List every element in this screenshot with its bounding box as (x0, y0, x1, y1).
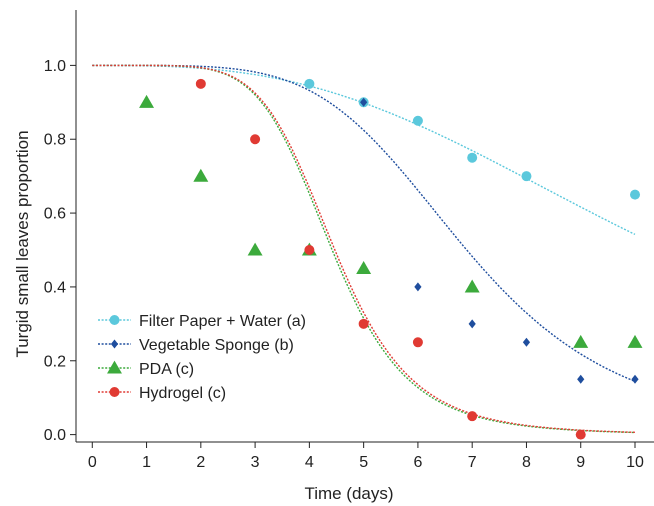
data-point-s0 (412, 115, 423, 126)
legend-label-3: Hydrogel (c) (139, 385, 226, 402)
data-point-s2 (193, 168, 209, 182)
data-point-s3 (412, 337, 423, 348)
data-point-s2 (464, 279, 480, 293)
data-point-s2 (573, 334, 589, 348)
data-point-s0 (630, 189, 641, 200)
data-point-s0 (521, 171, 532, 182)
legend-label-1: Vegetable Sponge (b) (139, 337, 294, 354)
data-point-s3 (467, 411, 478, 422)
data-point-s1 (414, 282, 422, 292)
legend-marker-0 (109, 315, 120, 325)
x-tick-label: 8 (522, 454, 531, 471)
legend: Filter Paper + Water (a) Vegetable Sponge… (98, 313, 306, 402)
fit-curve-0 (92, 64, 636, 236)
x-tick-label: 5 (359, 454, 368, 471)
x-tick-label: 3 (251, 454, 260, 471)
x-tick-label: 0 (88, 454, 97, 471)
y-tick-label: 0.2 (44, 353, 66, 370)
data-point-s1 (577, 374, 585, 384)
legend-marker-3 (109, 387, 120, 397)
x-tick-label: 10 (626, 454, 644, 471)
data-point-s1 (631, 374, 639, 384)
x-tick-label: 6 (413, 454, 422, 471)
data-point-s0 (467, 152, 478, 163)
y-tick-label: 1.0 (44, 58, 66, 75)
fit-curve-3 (92, 64, 636, 433)
data-point-s1 (468, 319, 476, 329)
x-tick-label: 2 (196, 454, 205, 471)
data-point-s2 (247, 242, 263, 256)
data-point-s1 (360, 97, 368, 107)
data-point-s2 (139, 94, 155, 108)
fit-curve-1 (92, 64, 636, 383)
data-point-s3 (195, 78, 206, 89)
legend-marker-1 (110, 339, 119, 349)
x-tick-label: 4 (305, 454, 314, 471)
data-point-s2 (627, 334, 643, 348)
x-tick-label: 1 (142, 454, 151, 471)
data-point-s1 (522, 337, 531, 347)
data-point-s3 (250, 134, 261, 145)
y-tick-label: 0.8 (44, 132, 66, 149)
x-tick-label: 7 (468, 454, 477, 471)
data-point-s0 (304, 78, 315, 89)
x-tick-label: 9 (576, 454, 585, 471)
y-tick-label: 0.4 (44, 279, 66, 296)
y-tick-label: 0.6 (44, 206, 66, 223)
legend-label-0: Filter Paper + Water (a) (139, 313, 306, 330)
data-point-s3 (304, 245, 315, 255)
legend-label-2: PDA (c) (139, 361, 194, 378)
data-point-s2 (356, 261, 372, 275)
x-axis-title: Time (days) (304, 484, 393, 503)
legend-marker-2 (107, 360, 122, 374)
axes: 0 1 2 3 4 5 6 7 8 9 10 0.0 0.2 0.4 0.6 0.8 1.0 (44, 10, 654, 471)
data-point-s3 (575, 429, 586, 440)
data-point-s3 (358, 318, 369, 329)
y-tick-label: 0.0 (44, 427, 66, 444)
y-axis-title: Turgid small leaves proportion (13, 130, 32, 357)
data-points (139, 78, 643, 440)
